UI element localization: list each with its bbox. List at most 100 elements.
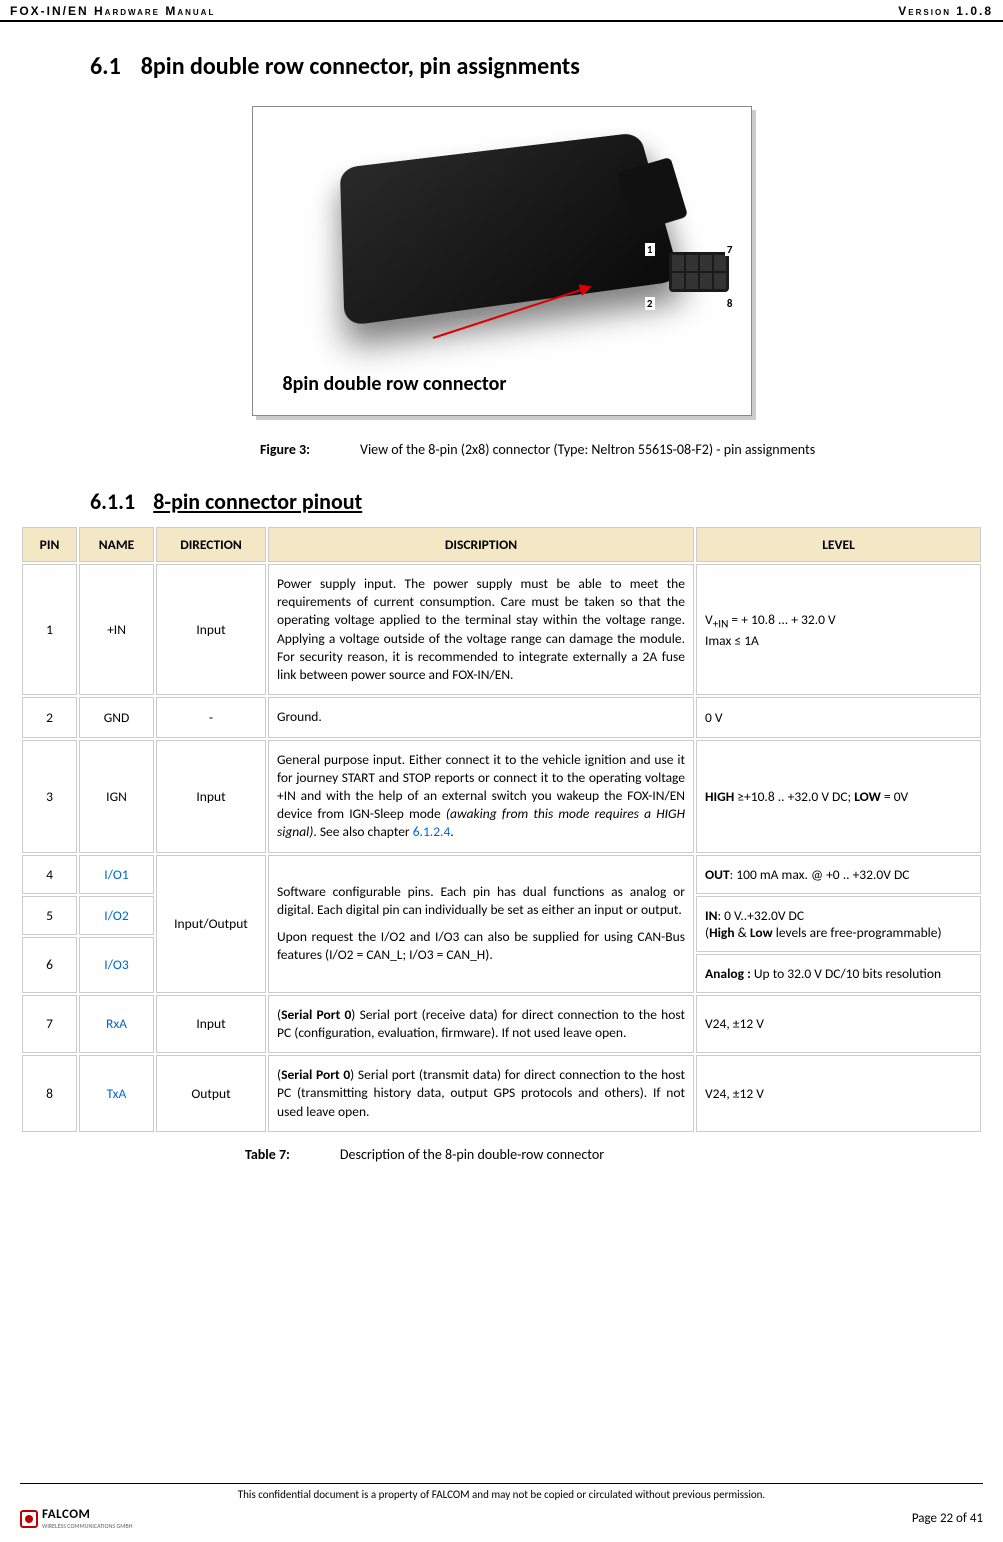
col-pin: PIN [22, 527, 77, 562]
cell-name: IGN [79, 740, 154, 853]
table-caption-label: Table 7: [245, 1146, 290, 1163]
cell-pin: 8 [22, 1055, 77, 1132]
cell-level: 0 V [696, 697, 981, 737]
header-right: Version 1.0.8 [898, 4, 993, 18]
lbl-high: High [709, 924, 734, 941]
cell-dir: Input [156, 564, 266, 695]
pin-label-2: 2 [645, 297, 655, 310]
lvl-rest: = + 10.8 ... + 32.0 V [728, 611, 835, 628]
cell-level-in: IN: 0 V..+32.0V DC (High & Low levels ar… [696, 896, 981, 952]
col-direction: DIRECTION [156, 527, 266, 562]
cell-name: I/O3 [79, 937, 154, 993]
table-row: 7 RxA Input (Serial Port 0) Serial port … [22, 995, 981, 1053]
cell-name: I/O2 [79, 896, 154, 935]
page-footer: This confidential document is a property… [0, 1483, 1003, 1542]
pin-label-1: 1 [645, 243, 655, 256]
cell-dir: Output [156, 1055, 266, 1132]
cell-level-out: OUT: 100 mA max. @ +0 .. +32.0V DC [696, 855, 981, 894]
logo-subtext: WIRELESS COMMUNICATIONS GMBH [42, 1522, 132, 1530]
cell-dir: Input [156, 740, 266, 853]
footer-logo: FALCOM WIRELESS COMMUNICATIONS GMBH [20, 1507, 132, 1530]
table-row: 2 GND - Ground. 0 V [22, 697, 981, 737]
page-number: Page 22 of 41 [912, 1511, 983, 1526]
lvl-v: V [705, 611, 713, 628]
cell-name: RxA [79, 995, 154, 1053]
cell-desc: (Serial Port 0) Serial port (transmit da… [268, 1055, 694, 1132]
figure-caption-text: View of the 8-pin (2x8) connector (Type:… [360, 441, 815, 458]
lvl-low: LOW [854, 788, 881, 805]
cell-desc: (Serial Port 0) Serial port (receive dat… [268, 995, 694, 1053]
lbl-analog: Analog : [705, 965, 751, 982]
figure-caption: Figure 3: View of the 8-pin (2x8) connect… [80, 441, 923, 458]
table-row: 4 I/O1 Input/Output Software configurabl… [22, 855, 981, 894]
table-caption: Table 7: Description of the 8-pin double-… [80, 1146, 923, 1163]
cell-dir: - [156, 697, 266, 737]
col-level: LEVEL [696, 527, 981, 562]
connector-pins [669, 252, 729, 292]
chapter-link[interactable]: 6.1.2.4 [413, 823, 451, 840]
page-content: 6.18pin double row connector, pin assign… [0, 22, 1003, 1303]
cell-name: GND [79, 697, 154, 737]
cell-pin: 4 [22, 855, 77, 894]
page-header: FOX-IN/EN Hardware Manual Version 1.0.8 [0, 0, 1003, 22]
device-illustration [339, 132, 680, 326]
footer-confidential: This confidential document is a property… [20, 1483, 983, 1503]
section-title-text: 8pin double row connector, pin assignmen… [141, 52, 580, 81]
table-caption-text: Description of the 8-pin double-row conn… [340, 1146, 604, 1163]
lvl-sub: +IN [713, 618, 729, 632]
lbl-out: OUT [705, 866, 730, 883]
cell-name: TxA [79, 1055, 154, 1132]
table-row: 1 +IN Input Power supply input. The powe… [22, 564, 981, 695]
col-description: DISCRIPTION [268, 527, 694, 562]
figure-wrapper: 1 7 2 8 8pin double row connector [20, 106, 983, 421]
txt: Up to 32.0 V DC/10 bits resolution [751, 965, 941, 982]
txt: : 0 V..+32.0V DC [718, 907, 805, 924]
lbl-in: IN [705, 907, 718, 924]
table-row: 3 IGN Input General purpose input. Eithe… [22, 740, 981, 853]
logo-text-wrap: FALCOM WIRELESS COMMUNICATIONS GMBH [42, 1507, 132, 1530]
pinout-table: PIN NAME DIRECTION DISCRIPTION LEVEL 1 +… [20, 525, 983, 1134]
cell-pin: 3 [22, 740, 77, 853]
cell-desc: Software configurable pins. Each pin has… [268, 855, 694, 993]
figure-callout: 8pin double row connector [283, 373, 507, 395]
section-number: 6.1 [90, 52, 121, 81]
lbl-serial: Serial Port 0 [281, 1006, 351, 1023]
pin-label-7: 7 [725, 243, 735, 256]
logo-text: FALCOM [42, 1507, 90, 1522]
lbl-serial: Serial Port 0 [281, 1066, 350, 1083]
footer-bottom: FALCOM WIRELESS COMMUNICATIONS GMBH Page… [20, 1507, 983, 1530]
txt: levels are free-programmable) [773, 924, 942, 941]
cell-pin: 7 [22, 995, 77, 1053]
cell-level: V24, ±12 V [696, 1055, 981, 1132]
cell-level: HIGH ≥+10.8 .. +32.0 V DC; LOW = 0V [696, 740, 981, 853]
subsection-heading: 6.1.18-pin connector pinout [90, 488, 983, 515]
pin-label-8: 8 [725, 297, 735, 310]
cell-level: V24, ±12 V [696, 995, 981, 1053]
section-heading: 6.1 8pin double row connector, pin assign… [90, 52, 983, 81]
cell-desc: Ground. [268, 697, 694, 737]
table-header-row: PIN NAME DIRECTION DISCRIPTION LEVEL [22, 527, 981, 562]
figure-caption-label: Figure 3: [260, 441, 310, 458]
txt: . See also chapter [313, 823, 412, 840]
lvl-high: HIGH [705, 788, 734, 805]
cell-level-analog: Analog : Up to 32.0 V DC/10 bits resolut… [696, 954, 981, 993]
header-left: FOX-IN/EN Hardware Manual [10, 4, 215, 18]
subsection-title-text: 8-pin connector pinout [153, 488, 362, 515]
txt: : 100 mA max. @ +0 .. +32.0V DC [730, 866, 910, 883]
cell-name: +IN [79, 564, 154, 695]
lvl-imax: Imax ≤ 1A [705, 632, 759, 649]
txt: & [735, 924, 750, 941]
txt: . [450, 823, 453, 840]
txt: ≥+10.8 .. +32.0 V DC; [734, 788, 854, 805]
logo-icon [20, 1510, 38, 1528]
cell-name: I/O1 [79, 855, 154, 894]
figure-image: 1 7 2 8 8pin double row connector [252, 106, 752, 416]
lbl-low: Low [750, 924, 773, 941]
txt: Software configurable pins. Each pin has… [277, 883, 685, 919]
col-name: NAME [79, 527, 154, 562]
cell-pin: 2 [22, 697, 77, 737]
txt: Upon request the I/O2 and I/O3 can also … [277, 928, 685, 964]
cell-dir: Input [156, 995, 266, 1053]
cell-pin: 6 [22, 937, 77, 993]
cell-pin: 5 [22, 896, 77, 935]
